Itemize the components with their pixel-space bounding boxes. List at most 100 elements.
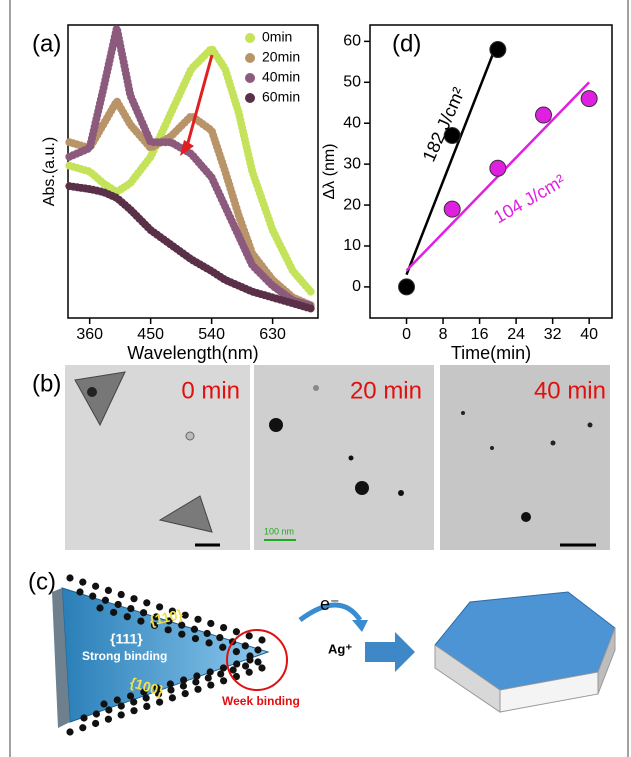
atom — [117, 711, 125, 719]
particle — [158, 495, 213, 533]
panel-label: (c) — [28, 568, 56, 595]
atom — [192, 678, 200, 686]
facet-label: {110} — [148, 606, 185, 629]
legend-label: 60min — [262, 89, 300, 105]
atom — [117, 590, 125, 599]
atom — [166, 680, 174, 688]
x-tick-label: 32 — [544, 326, 562, 343]
image-label: 20 min — [350, 377, 422, 404]
atom — [219, 643, 227, 651]
electron-label: e⁻ — [320, 594, 340, 614]
atom — [104, 586, 112, 595]
atom — [194, 615, 202, 623]
x-tick-label: 630 — [259, 326, 286, 343]
atom — [167, 686, 175, 694]
image-label: 40 min — [534, 377, 606, 404]
atom — [79, 578, 87, 586]
shift-chart: 0 8 16 24 32 40 0 10 20 30 40 50 60 Time(min) Δλ (nm) (… — [321, 24, 613, 363]
y-tick-label: 40 — [343, 114, 361, 131]
atom — [241, 642, 249, 650]
atom — [241, 662, 250, 670]
atom — [245, 668, 253, 676]
spectrum — [65, 182, 318, 314]
atom — [181, 611, 189, 619]
particle — [348, 455, 354, 461]
ion-label: Ag⁺ — [328, 641, 352, 656]
data-point — [489, 159, 507, 177]
particle — [355, 481, 369, 495]
data-point — [443, 200, 461, 218]
binding-circle — [226, 629, 288, 691]
atom — [164, 626, 172, 634]
y-tick-label: 0 — [352, 278, 361, 295]
atom — [191, 634, 200, 643]
atom — [101, 596, 110, 604]
atom — [105, 706, 113, 714]
atom — [130, 707, 138, 715]
atom — [190, 625, 199, 633]
binding-note: Week binding — [222, 694, 300, 708]
data-point — [443, 126, 461, 144]
atom — [207, 681, 215, 689]
y-tick-label: 50 — [343, 74, 361, 91]
legend-swatch — [245, 73, 255, 83]
atom — [117, 702, 125, 710]
facet-label: {111} — [110, 631, 143, 647]
wedge-side — [52, 588, 70, 728]
atom — [180, 676, 188, 684]
x-tick-label: 450 — [137, 326, 164, 343]
particle — [461, 411, 465, 415]
atom — [110, 608, 118, 616]
atom — [219, 664, 228, 672]
scale-label: 100 nm — [264, 526, 294, 536]
atom — [130, 698, 138, 706]
legend-label: 20min — [262, 49, 300, 65]
fit-label: 104 J/cm² — [490, 170, 568, 227]
atom — [92, 719, 100, 728]
atom — [153, 684, 161, 692]
image-label: 0 min — [181, 377, 240, 404]
particle — [74, 371, 126, 427]
atom — [258, 664, 266, 672]
y-tick-label: 30 — [343, 155, 361, 172]
electron-arrow — [298, 602, 363, 623]
atom — [233, 660, 241, 668]
particle — [587, 422, 593, 428]
legend-label: 0min — [262, 29, 292, 45]
tem-images — [65, 365, 610, 550]
plot-frame — [67, 24, 319, 319]
atom — [92, 582, 100, 590]
atom — [232, 672, 240, 681]
atom — [217, 670, 225, 678]
x-tick-label: 0 — [402, 326, 411, 343]
spectrum — [65, 44, 318, 299]
atom — [205, 639, 213, 647]
atom — [96, 604, 104, 612]
x-tick-label: 24 — [507, 326, 525, 343]
atom — [80, 714, 88, 722]
atom — [207, 619, 215, 628]
atom — [137, 617, 145, 625]
arrow-head — [180, 140, 194, 156]
atom — [126, 692, 135, 700]
atom — [113, 696, 121, 704]
fit-label: 182 J/cm² — [419, 84, 469, 164]
y-tick-label: 10 — [343, 237, 361, 254]
atom — [114, 600, 122, 609]
process-arrow — [365, 632, 415, 672]
y-tick-label: 20 — [343, 196, 361, 213]
atom — [179, 682, 188, 690]
atom — [156, 603, 164, 611]
spectrum — [65, 97, 318, 311]
x-axis-title: Time(min) — [451, 343, 531, 363]
atom — [254, 646, 262, 654]
x-axis-title: Wavelength(nm) — [127, 343, 258, 363]
atom — [154, 690, 163, 698]
y-tick-label: 60 — [343, 33, 361, 50]
atom — [104, 715, 112, 723]
atom — [143, 702, 151, 711]
particle — [550, 440, 556, 446]
data-point — [398, 278, 416, 296]
panel-label: (d) — [392, 30, 421, 57]
